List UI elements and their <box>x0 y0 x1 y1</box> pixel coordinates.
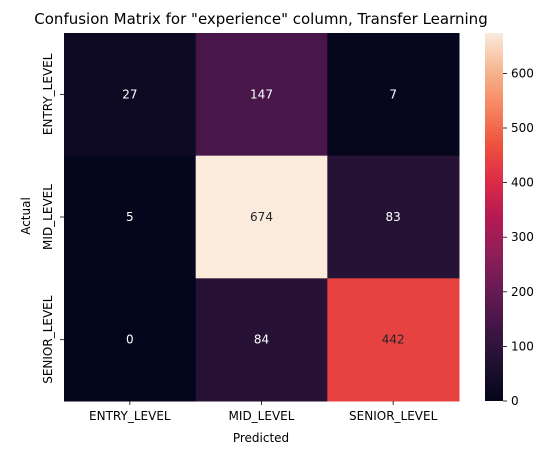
colorbar-tick-label: 0 <box>511 394 519 408</box>
y-tick-label: ENTRY_LEVEL <box>41 53 55 135</box>
colorbar-ticks: 0 100 200 300 400 500 600 <box>503 66 534 408</box>
heatmap-cell <box>195 278 328 402</box>
heatmap-cell <box>64 155 197 279</box>
x-tick-label: MID_LEVEL <box>229 409 295 423</box>
colorbar-tick-label: 400 <box>511 176 534 190</box>
cell-value-label: 442 <box>382 333 405 347</box>
cell-value-label: 84 <box>254 333 269 347</box>
y-axis-ticks: ENTRY_LEVEL MID_LEVEL SENIOR_LEVEL <box>41 53 64 384</box>
cell-value-label: 674 <box>250 210 273 224</box>
heatmap-cell <box>327 278 460 402</box>
colorbar-tick-label: 600 <box>511 66 534 80</box>
y-axis-label: Actual <box>19 197 33 235</box>
colorbar-tick-label: 100 <box>511 339 534 353</box>
colorbar-tick-label: 300 <box>511 230 534 244</box>
x-tick-label: ENTRY_LEVEL <box>89 409 171 423</box>
cell-value-label: 7 <box>389 87 397 101</box>
heatmap-cell <box>195 33 328 157</box>
cell-value-label: 5 <box>126 210 134 224</box>
chart-title: Confusion Matrix for "experience" column… <box>34 10 487 28</box>
cell-value-label: 0 <box>126 333 134 347</box>
heatmap-cell <box>64 278 197 402</box>
colorbar-tick-label: 200 <box>511 285 534 299</box>
heatmap-cell <box>64 33 197 157</box>
y-tick-label: MID_LEVEL <box>41 184 55 250</box>
y-tick-label: SENIOR_LEVEL <box>41 295 55 384</box>
x-tick-label: SENIOR_LEVEL <box>349 409 438 423</box>
colorbar <box>485 33 503 401</box>
cell-value-label: 83 <box>386 210 401 224</box>
cell-value-label: 147 <box>250 87 273 101</box>
heatmap-cells <box>64 33 460 402</box>
heatmap-cell-labels: 27 147 7 5 674 83 0 84 442 <box>122 87 404 346</box>
colorbar-tick-label: 500 <box>511 121 534 135</box>
heatmap-cell <box>195 155 328 279</box>
x-axis-label: Predicted <box>233 431 289 445</box>
heatmap-cell <box>327 33 460 157</box>
cell-value-label: 27 <box>122 87 137 101</box>
x-axis-ticks: ENTRY_LEVEL MID_LEVEL SENIOR_LEVEL <box>89 401 438 423</box>
heatmap-cell <box>327 155 460 279</box>
